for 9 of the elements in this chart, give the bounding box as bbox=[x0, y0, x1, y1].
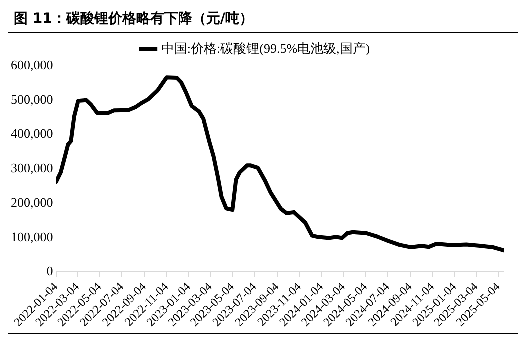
y-tick-label: 100,000 bbox=[11, 229, 54, 244]
y-tick-label: 200,000 bbox=[11, 194, 54, 210]
y-tick-label: 300,000 bbox=[11, 160, 54, 176]
legend-label: 中国:价格:碳酸锂(99.5%电池级,国产) bbox=[161, 40, 370, 56]
y-tick-label: 500,000 bbox=[11, 92, 54, 107]
chart-title: 图 11：碳酸锂价格略有下降（元/吨） bbox=[8, 8, 518, 33]
y-tick-label: 600,000 bbox=[11, 57, 54, 72]
y-tick-label: 0 bbox=[46, 264, 54, 279]
y-tick-label: 400,000 bbox=[11, 126, 54, 142]
